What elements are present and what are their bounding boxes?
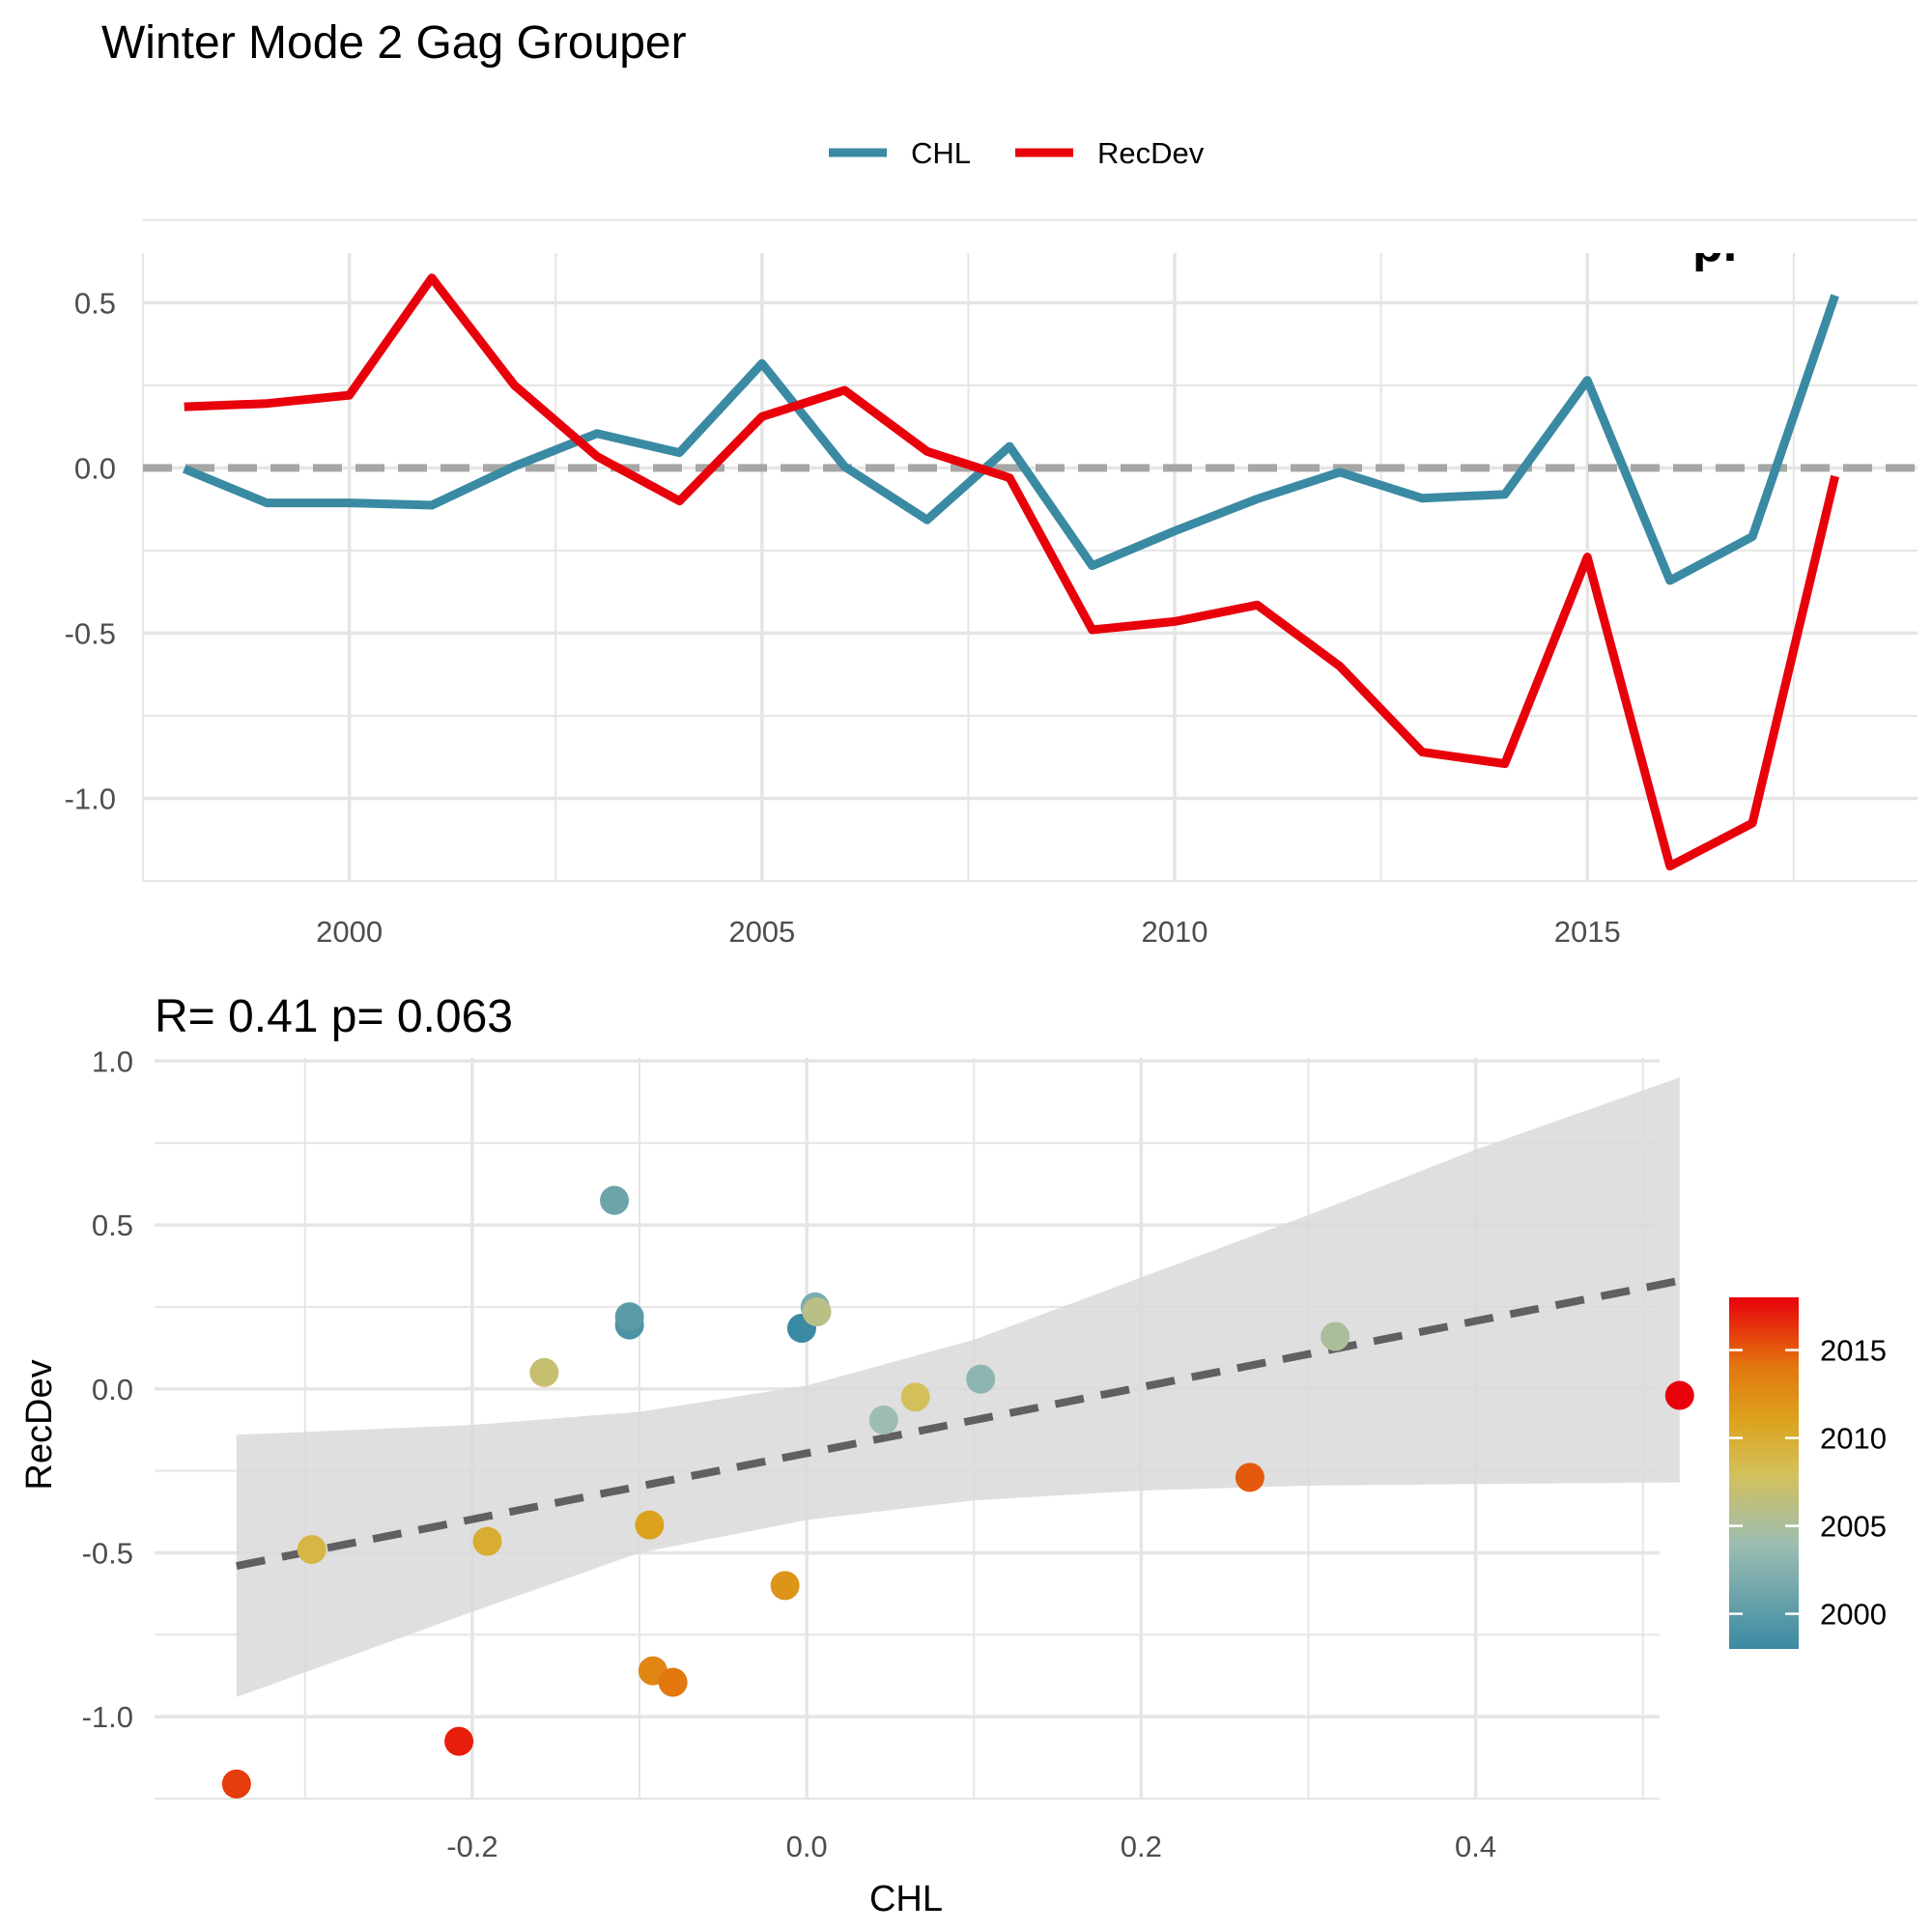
y-tick-label: -1.0 bbox=[82, 1700, 133, 1734]
y-tick-label: 0.0 bbox=[92, 1373, 133, 1406]
scatter-point bbox=[1321, 1321, 1350, 1351]
x-tick-label: 0.4 bbox=[1455, 1830, 1496, 1863]
x-tick-label: 2000 bbox=[316, 915, 383, 949]
y-tick-label: 0.5 bbox=[92, 1208, 133, 1242]
scatter-point bbox=[444, 1726, 474, 1756]
scatter-point bbox=[966, 1364, 996, 1394]
scatter-point bbox=[1235, 1463, 1264, 1492]
colorbar: 2000 2005 2010 2015 bbox=[1729, 1297, 1887, 1649]
scatter-point bbox=[472, 1526, 502, 1556]
x-tick-label: 2015 bbox=[1554, 915, 1621, 949]
y-axis-title: RecDev bbox=[19, 1359, 60, 1490]
scatter-point bbox=[1664, 1380, 1694, 1410]
scatter-point bbox=[297, 1535, 327, 1565]
scatter-point bbox=[900, 1382, 930, 1412]
x-tick-label: -0.2 bbox=[446, 1830, 497, 1863]
time-series-panel: 2000 2005 2010 2015 -1.0 -0.5 0.0 0.5 p. bbox=[65, 216, 1918, 949]
confidence-band bbox=[236, 1077, 1680, 1697]
x-axis-title: CHL bbox=[869, 1879, 943, 1919]
stats-label: R= 0.41 p= 0.063 bbox=[155, 991, 513, 1042]
y-tick-label: 0.5 bbox=[74, 286, 116, 320]
scatter-point bbox=[635, 1510, 665, 1540]
legend-label-recdev: RecDev bbox=[1097, 136, 1205, 170]
colorbar-tick-label: 2000 bbox=[1820, 1598, 1887, 1632]
scatter-point bbox=[614, 1302, 644, 1332]
colorbar-tick-label: 2015 bbox=[1820, 1334, 1887, 1368]
x-tick-label: 0.2 bbox=[1121, 1830, 1162, 1863]
y-tick-label: 0.0 bbox=[74, 451, 116, 485]
series-line-recdev bbox=[184, 273, 1839, 871]
x-tick-label: 0.0 bbox=[786, 1830, 828, 1863]
colorbar-tick-label: 2005 bbox=[1820, 1510, 1887, 1544]
y-tick-label: 1.0 bbox=[92, 1044, 133, 1078]
scatter-point bbox=[658, 1667, 688, 1697]
y-tick-label: -0.5 bbox=[82, 1536, 133, 1570]
series-line-chl bbox=[182, 294, 1839, 585]
legend: CHL RecDev bbox=[829, 136, 1205, 170]
scatter-point bbox=[221, 1769, 251, 1799]
colorbar-tick-label: 2010 bbox=[1820, 1422, 1887, 1456]
colorbar-gradient bbox=[1729, 1297, 1799, 1649]
legend-label-chl: CHL bbox=[911, 136, 971, 170]
corner-label: p. bbox=[1692, 216, 1737, 272]
y-tick-label: -0.5 bbox=[65, 616, 116, 650]
x-tick-label: 2010 bbox=[1142, 915, 1208, 949]
regression-line bbox=[236, 1276, 1681, 1570]
y-tick-label: -1.0 bbox=[65, 781, 116, 815]
scatter-panel: -0.2 0.0 0.2 0.4 -1.0 -0.5 0.0 0.5 1.0 bbox=[82, 1044, 1694, 1863]
scatter-point bbox=[802, 1297, 832, 1327]
scatter-point bbox=[600, 1185, 630, 1215]
scatter-point bbox=[529, 1357, 559, 1387]
chart-title: Winter Mode 2 Gag Grouper bbox=[101, 17, 687, 69]
scatter-point bbox=[868, 1406, 898, 1435]
scatter-point bbox=[770, 1571, 800, 1601]
x-tick-label: 2005 bbox=[728, 915, 795, 949]
